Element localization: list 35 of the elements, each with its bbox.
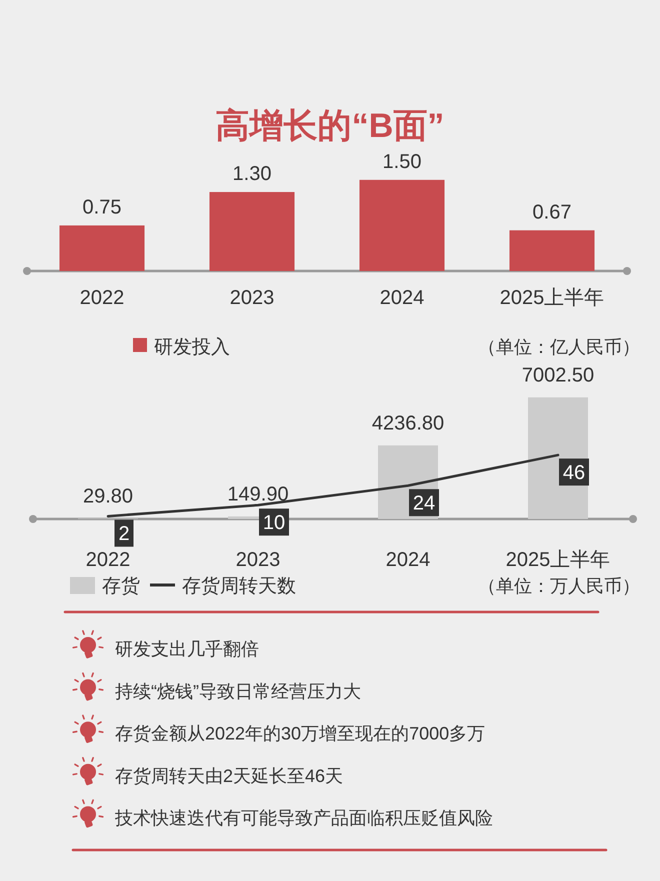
legend-label: 存货周转天数 (182, 576, 296, 597)
bar (59, 225, 145, 271)
chart-title: 高增长的“B面” (216, 107, 444, 145)
x-tick-label: 2024 (386, 549, 430, 571)
data-label: 7002.50 (522, 364, 594, 386)
x-tick-label: 2025上半年 (506, 549, 610, 571)
text: 存货周转天由2天延长至46天 (115, 766, 344, 786)
text: （单位：万人民币） (478, 576, 640, 596)
bar (509, 230, 595, 271)
data-label: 4236.80 (372, 412, 444, 434)
x-tick-label: 2022 (80, 287, 124, 309)
bar (359, 180, 445, 271)
data-label: 0.75 (82, 196, 122, 218)
x-tick-label: 2023 (230, 287, 274, 309)
data-label: 46 (562, 462, 586, 484)
text: 持续“烧钱”导致日常经营压力大 (115, 681, 361, 702)
data-label: 10 (262, 512, 286, 534)
x-tick-label: 2023 (236, 549, 280, 571)
data-label: 29.80 (82, 485, 134, 508)
text: 研发支出几乎翻倍 (115, 639, 259, 659)
x-tick-label: 2024 (380, 287, 424, 309)
legend-label: 存货 (102, 576, 140, 597)
data-label: 0.67 (532, 201, 572, 224)
legend-label: 研发投入 (154, 337, 230, 358)
data-label: 1.50 (382, 150, 422, 173)
x-tick-label: 2025上半年 (500, 287, 604, 309)
data-label: 2 (118, 523, 130, 546)
bar (209, 192, 295, 271)
x-tick-label: 2022 (86, 549, 130, 571)
text: 技术快速迭代有可能导致产品面临积压贬值风险 (114, 808, 493, 828)
data-label: 24 (412, 492, 436, 515)
text: 存货金额从2022年的30万增至现在的7000多万 (115, 724, 486, 744)
data-label: 149.90 (227, 483, 289, 506)
data-label: 1.30 (232, 163, 272, 186)
text: （单位：亿人民币） (478, 337, 640, 357)
